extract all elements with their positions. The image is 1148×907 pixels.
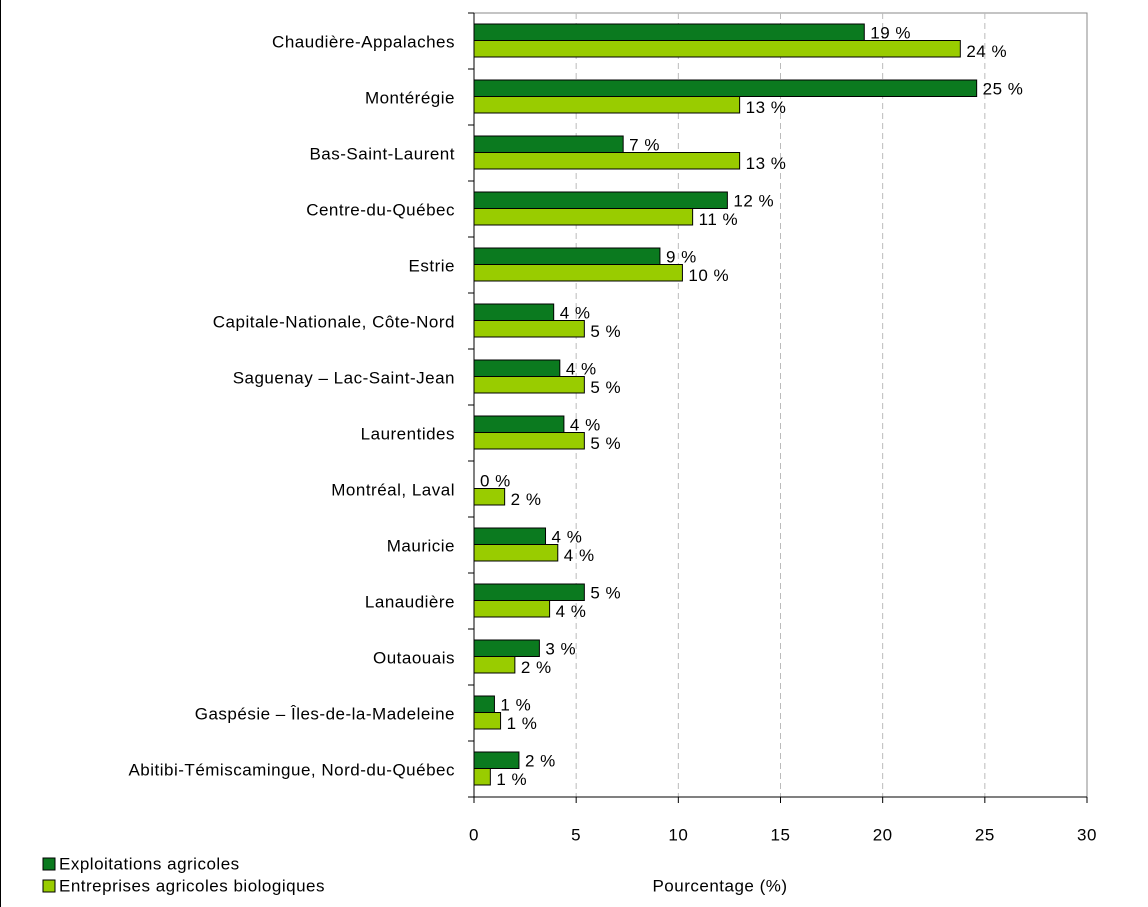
bar <box>473 152 741 170</box>
y-tick-label: Outaouais <box>373 648 455 667</box>
x-tick-label: 15 <box>771 825 791 844</box>
bar <box>473 376 585 394</box>
y-tick-label: Bas-Saint-Laurent <box>309 144 455 163</box>
bar <box>473 96 741 114</box>
x-axis-label: Pourcentage (%) <box>652 876 787 895</box>
value-label: 5 % <box>590 434 621 453</box>
value-label: 2 % <box>521 658 552 677</box>
legend-label: Entreprises agricoles biologiques <box>59 876 325 895</box>
legend-label: Exploitations agricoles <box>59 854 240 873</box>
bar <box>473 320 585 338</box>
x-tick-label: 30 <box>1077 825 1097 844</box>
value-label: 12 % <box>733 191 774 210</box>
bar <box>473 208 694 226</box>
y-tick-label: Saguenay – Lac-Saint-Jean <box>233 368 455 387</box>
x-tick-label: 10 <box>668 825 688 844</box>
y-tick-label: Laurentides <box>361 424 455 443</box>
value-label: 2 % <box>525 751 556 770</box>
value-label: 4 % <box>560 303 591 322</box>
value-label: 2 % <box>511 490 542 509</box>
legend-swatch <box>42 857 56 871</box>
x-tick-label: 20 <box>873 825 893 844</box>
value-label: 0 % <box>480 471 511 490</box>
bar <box>473 247 661 265</box>
x-tick-label: 0 <box>469 825 479 844</box>
value-label: 11 % <box>699 210 739 229</box>
value-label: 5 % <box>590 378 621 397</box>
bar <box>473 656 516 674</box>
bar <box>473 751 520 769</box>
bar <box>473 432 585 450</box>
bar <box>473 583 585 601</box>
value-label: 10 % <box>688 266 729 285</box>
y-tick-label: Abitibi-Témiscamingue, Nord-du-Québec <box>128 760 455 779</box>
y-tick-label: Montréal, Laval <box>331 480 455 499</box>
bar <box>473 415 565 433</box>
y-tick-label: Lanaudière <box>365 592 455 611</box>
value-label: 19 % <box>870 23 911 42</box>
y-tick-label: Gaspésie – Îles-de-la-Madeleine <box>195 704 455 723</box>
bar <box>473 359 561 377</box>
value-label: 13 % <box>746 154 787 173</box>
value-label: 25 % <box>983 79 1024 98</box>
value-label: 4 % <box>564 546 595 565</box>
bar <box>473 191 728 209</box>
x-tick-label: 5 <box>571 825 581 844</box>
y-tick-label: Estrie <box>409 256 455 275</box>
value-label: 9 % <box>666 247 697 266</box>
y-tick-label: Mauricie <box>387 536 455 555</box>
value-label: 1 % <box>496 770 527 789</box>
value-label: 4 % <box>556 602 587 621</box>
bar <box>473 264 683 282</box>
legend-swatch <box>42 879 56 893</box>
value-label: 13 % <box>746 98 787 117</box>
bar <box>473 23 865 41</box>
bar <box>473 488 506 506</box>
bar <box>473 712 502 730</box>
bar <box>473 135 624 153</box>
bar <box>473 303 555 321</box>
bar <box>473 639 540 657</box>
bar <box>473 544 559 562</box>
value-label: 4 % <box>570 415 601 434</box>
value-label: 4 % <box>566 359 597 378</box>
y-tick-label: Chaudière-Appalaches <box>272 32 455 51</box>
value-label: 7 % <box>629 135 660 154</box>
value-label: 24 % <box>966 42 1007 61</box>
bar <box>473 695 495 713</box>
value-label: 5 % <box>590 322 621 341</box>
value-label: 1 % <box>507 714 538 733</box>
value-label: 1 % <box>500 695 531 714</box>
y-tick-label: Capitale-Nationale, Côte-Nord <box>213 312 455 331</box>
value-label: 4 % <box>552 527 583 546</box>
y-tick-label: Montérégie <box>365 88 455 107</box>
y-tick-label: Centre-du-Québec <box>306 200 455 219</box>
bar <box>473 79 978 97</box>
bar <box>473 768 491 786</box>
bar <box>473 40 961 58</box>
value-label: 5 % <box>590 583 621 602</box>
bar <box>473 600 551 618</box>
x-tick-label: 25 <box>975 825 995 844</box>
value-label: 3 % <box>545 639 576 658</box>
bar <box>473 527 547 545</box>
